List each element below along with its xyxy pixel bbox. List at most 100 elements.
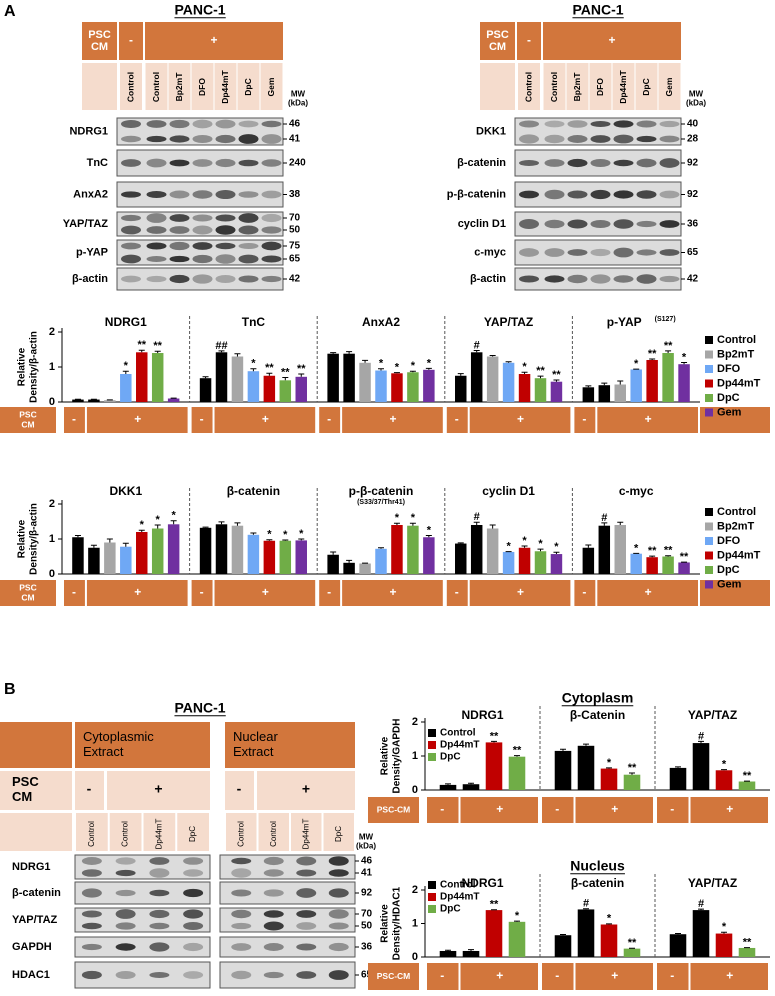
error-bar <box>218 521 225 525</box>
error-bar <box>298 538 305 541</box>
bar <box>486 528 499 574</box>
legend-label: Control <box>440 728 476 739</box>
mw-value: 46 <box>289 119 301 130</box>
group-title: β-catenin <box>227 484 280 498</box>
bar <box>439 950 457 957</box>
error-bar <box>234 522 241 526</box>
legend-swatch <box>705 379 713 388</box>
blot-band <box>121 275 141 283</box>
blot-band <box>146 135 167 143</box>
psc-cell <box>64 407 85 433</box>
significance: ** <box>743 770 752 782</box>
blot-band <box>261 226 282 234</box>
blot-title: PANC-1 <box>174 700 225 716</box>
group-title: NDRG1 <box>105 315 147 329</box>
error-bar <box>346 559 353 563</box>
blot-band <box>115 922 136 930</box>
mw-value: 42 <box>289 274 301 285</box>
y-tick-label: 2 <box>412 884 418 896</box>
error-bar <box>122 370 129 374</box>
mw-value: 92 <box>361 888 373 899</box>
psc-label: CM <box>12 789 32 804</box>
blot-band <box>261 190 282 199</box>
lane-label: Dp44mT <box>154 819 163 850</box>
error-bar <box>266 539 273 541</box>
error-bar <box>154 350 161 353</box>
bar <box>662 556 674 574</box>
blot-band <box>121 225 141 235</box>
blot-row-label: AnxA2 <box>73 188 108 200</box>
significance: * <box>427 524 432 536</box>
mw-value: 65 <box>687 247 699 258</box>
bar <box>343 562 355 574</box>
error-bar <box>282 377 289 381</box>
mw-value: 92 <box>687 189 699 200</box>
bar <box>485 910 503 957</box>
error-bar <box>218 350 225 353</box>
blot-row-label: cyclin D1 <box>458 218 506 230</box>
y-tick-label: 2 <box>49 326 55 338</box>
blot-band <box>261 120 282 128</box>
lane-cell <box>109 813 142 851</box>
error-bar <box>617 521 624 525</box>
blot-band <box>192 119 213 129</box>
psc-minus: - <box>455 412 459 426</box>
bar <box>407 372 419 402</box>
blot-band <box>115 857 136 865</box>
blot-band <box>590 189 611 200</box>
extract-label: Extract <box>233 744 274 759</box>
blot-row-label: TnC <box>87 157 108 169</box>
significance: * <box>299 528 304 540</box>
significance: * <box>634 542 639 554</box>
error-bar <box>553 551 560 555</box>
bar <box>279 380 292 402</box>
psc-cell <box>0 407 56 433</box>
blot-band <box>263 971 284 979</box>
psc-plus: + <box>210 33 217 47</box>
legend-label: Bp2mT <box>717 348 755 360</box>
blot-band <box>567 135 588 143</box>
bar <box>462 950 480 957</box>
lane-cell <box>145 63 168 110</box>
blot-band <box>636 190 657 199</box>
bar <box>550 554 563 574</box>
blot-band <box>81 869 102 877</box>
blot-band <box>169 159 190 167</box>
blot-row-label: HDAC1 <box>12 969 50 981</box>
bar <box>623 774 641 790</box>
psc-minus: - <box>455 585 459 599</box>
mw-value: 92 <box>687 158 699 169</box>
error-bar <box>514 920 520 922</box>
blot-band <box>231 889 252 897</box>
psc-label: PSC-CM <box>377 971 411 981</box>
bar <box>423 369 435 402</box>
blot-band <box>261 134 282 144</box>
legend-label: DpC <box>717 392 740 404</box>
error-bar <box>250 532 257 535</box>
error-bar <box>457 373 464 376</box>
blot-band <box>115 971 136 979</box>
bar <box>577 745 595 790</box>
blot-band <box>328 942 349 952</box>
blot-band <box>263 856 284 866</box>
lane-cell <box>589 63 612 110</box>
legend-label: DFO <box>717 535 741 547</box>
psc-cell <box>446 580 468 606</box>
y-axis-label: Relative <box>17 519 28 558</box>
legend-swatch <box>705 537 713 545</box>
bar <box>678 562 690 574</box>
blot-band <box>519 219 539 229</box>
bar <box>247 534 260 574</box>
bar <box>136 352 148 402</box>
blot-band <box>519 120 539 128</box>
mw-value: 65 <box>289 254 301 265</box>
legend-swatch <box>428 905 436 913</box>
error-bar <box>606 767 612 769</box>
group-title: p-YAP <box>607 315 642 329</box>
bar <box>462 784 480 790</box>
blot-band <box>183 857 204 865</box>
psc-cell <box>575 797 653 823</box>
error-bar <box>457 542 464 544</box>
blot-band <box>296 856 317 866</box>
legend-swatch <box>705 408 713 417</box>
